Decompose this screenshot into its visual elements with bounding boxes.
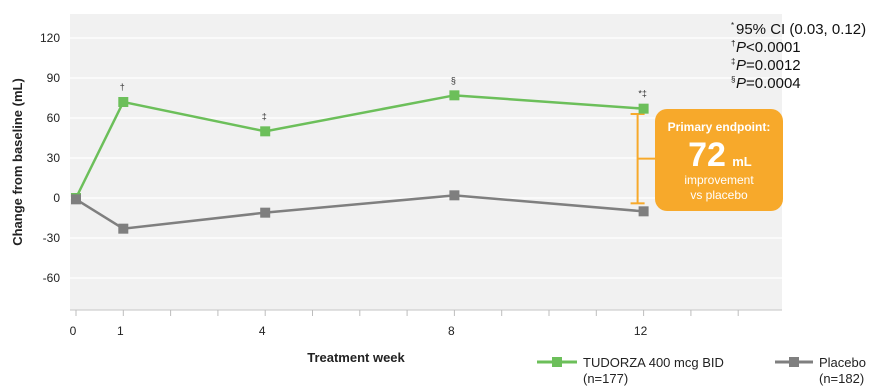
footnote-2-symbol: † [731,39,735,48]
point-label-s0-2: ‡ [262,111,267,121]
x-axis-title: Treatment week [307,350,405,365]
data-point-s1-3 [449,190,460,201]
legend-label-tudorza: TUDORZA 400 mcg BID [583,355,724,370]
footnote-3-symbol: ‡ [731,57,735,66]
data-point-s1-4 [638,206,649,217]
y-tick-label-2: 60 [47,111,61,125]
point-labels: † ‡ § *‡ [120,75,647,121]
primary-endpoint-bracket [630,113,655,205]
legend-item-placebo: Placebo (n=182) [775,355,866,386]
data-point-s0-4 [638,103,649,114]
axes: 120 90 60 30 0 -30 -60 0 1 4 8 12 [40,31,782,338]
footnote-2: † P<0.0001 [731,39,801,56]
footnote-3-p: P [736,57,746,74]
y-tick-label-3: 30 [47,151,61,165]
legend-swatch-marker-placebo [789,357,799,367]
footnote-3-text: P=0.0012 [736,57,801,74]
footnote-2-text: P<0.0001 [736,39,801,56]
callout-unit: mL [732,154,752,169]
footnotes: * 95% CI (0.03, 0.12) † P<0.0001 ‡ P=0.0… [731,21,866,92]
y-tick-label-6: -60 [43,271,61,285]
footnote-3: ‡ P=0.0012 [731,57,801,74]
point-label-s0-1: † [120,82,125,92]
point-label-s0-4: *‡ [638,89,647,99]
footnote-4-p: P [736,75,746,92]
footnote-4: § P=0.0004 [731,75,801,92]
point-label-s0-3: § [451,75,456,85]
footnote-1-symbol: * [731,21,734,30]
data-point-s0-1 [118,97,129,107]
data-point-s1-2 [260,207,271,218]
grid-lines [70,37,782,279]
series-layer [71,90,649,234]
data-point-s0-2 [260,126,271,137]
x-tick-label-2: 4 [259,324,266,338]
callout-line2: vs placebo [690,188,748,202]
callout-box [655,109,783,211]
y-tick-label-5: -30 [43,231,61,245]
data-point-s1-1 [118,223,129,234]
x-tick-label-4: 12 [634,324,648,338]
legend-label-placebo: Placebo [819,355,866,370]
y-tick-label-0: 120 [40,31,60,45]
footnote-2-value: <0.0001 [746,39,801,56]
y-tick-label-1: 90 [47,71,61,85]
y-tick-label-4: 0 [53,191,60,205]
legend: TUDORZA 400 mcg BID (n=177) Placebo (n=1… [537,355,866,386]
legend-sub-placebo: (n=182) [819,371,864,386]
y-axis-title: Change from baseline (mL) [10,78,25,246]
callout-value: 72 [688,136,726,174]
legend-swatch-marker-tudorza [552,357,562,367]
footnote-4-symbol: § [731,75,735,84]
x-tick-label-1: 1 [117,324,124,338]
footnote-3-value: =0.0012 [746,57,801,74]
callout-title: Primary endpoint: [668,120,771,134]
footnote-4-text: P=0.0004 [736,75,801,92]
data-point-s0-3 [449,90,460,101]
footnote-1: * 95% CI (0.03, 0.12) [731,21,866,38]
footnote-2-p: P [736,39,746,56]
footnote-4-value: =0.0004 [746,75,801,92]
footnote-1-text: 95% CI (0.03, 0.12) [736,21,866,38]
primary-endpoint-callout: Primary endpoint: 72 mL improvement vs p… [655,109,783,211]
legend-sub-tudorza: (n=177) [583,371,628,386]
data-point-s1-0 [71,194,81,205]
x-tick-label-0: 0 [70,324,77,338]
x-tick-label-3: 8 [448,324,455,338]
callout-line1: improvement [684,173,754,187]
legend-item-tudorza: TUDORZA 400 mcg BID (n=177) [537,355,724,386]
